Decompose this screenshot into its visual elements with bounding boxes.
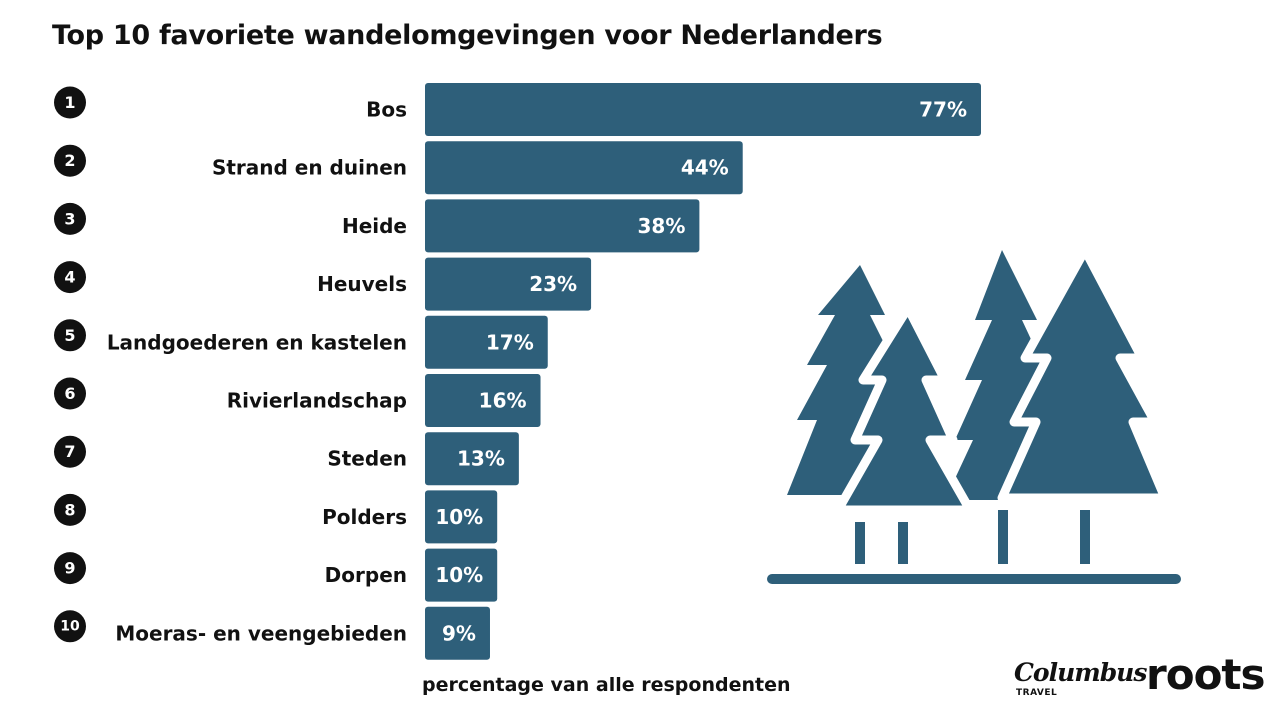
columbus-logo-sub: TRAVEL — [1016, 688, 1058, 698]
bar — [425, 141, 743, 195]
rank-number: 4 — [64, 268, 75, 287]
value-label: 44% — [681, 156, 729, 180]
category-label: Bos — [366, 98, 407, 122]
category-label: Dorpen — [325, 563, 407, 587]
bar — [425, 374, 541, 427]
rank-badge — [54, 493, 86, 526]
value-label: 23% — [529, 272, 577, 296]
category-label: Landgoederen en kastelen — [107, 330, 407, 354]
rank-badge — [54, 86, 86, 119]
rank-number: 7 — [64, 442, 75, 461]
tree-right-front — [997, 245, 1170, 503]
rank-badge — [54, 319, 86, 352]
value-label: 38% — [638, 214, 686, 238]
bar — [425, 548, 498, 602]
value-label: 13% — [457, 447, 505, 471]
pine-trees-icon — [767, 245, 1181, 584]
rank-number: 8 — [64, 500, 75, 519]
value-label: 77% — [919, 98, 967, 122]
bar — [425, 315, 548, 369]
rank-number: 2 — [64, 151, 75, 170]
category-label: Heide — [342, 214, 407, 238]
rank-badge — [54, 144, 86, 177]
rank-badge — [54, 610, 86, 643]
rank-number: 5 — [64, 326, 75, 345]
category-label: Polders — [322, 505, 407, 529]
category-label: Strand en duinen — [212, 156, 407, 180]
bar — [425, 83, 981, 136]
category-label: Heuvels — [317, 272, 407, 296]
value-label: 16% — [479, 389, 527, 413]
x-axis-label: percentage van alle respondenten — [422, 674, 791, 696]
rank-number: 9 — [64, 559, 75, 578]
rank-number: 10 — [60, 618, 80, 634]
bar — [425, 257, 592, 311]
value-label: 9% — [442, 621, 476, 645]
trunk-1 — [855, 522, 865, 564]
rank-badge — [54, 377, 86, 410]
rank-badge — [54, 552, 86, 585]
bar — [425, 199, 700, 253]
rank-badge — [54, 261, 86, 294]
value-label: 10% — [435, 505, 483, 529]
category-label: Moeras- en veengebieden — [115, 621, 407, 645]
ground-line — [767, 574, 1181, 584]
tree-middle — [833, 303, 975, 515]
category-label: Rivierlandschap — [227, 389, 407, 413]
rank-badge — [54, 202, 86, 235]
columbus-logo: Columbus — [1014, 658, 1147, 687]
bar — [425, 606, 490, 660]
rank-badge — [54, 435, 86, 468]
chart-title: Top 10 favoriete wandelomgevingen voor N… — [52, 20, 883, 51]
rank-number: 1 — [64, 93, 75, 112]
trunk-3 — [998, 510, 1008, 564]
bar — [425, 432, 519, 486]
rank-number: 3 — [64, 209, 75, 228]
trunk-4 — [1080, 510, 1090, 564]
bar — [425, 490, 498, 544]
value-label: 17% — [486, 330, 534, 354]
rank-number: 6 — [64, 384, 75, 403]
category-label: Steden — [327, 447, 407, 471]
roots-logo: roots — [1146, 650, 1265, 699]
trunk-2 — [898, 522, 908, 564]
value-label: 10% — [435, 563, 483, 587]
